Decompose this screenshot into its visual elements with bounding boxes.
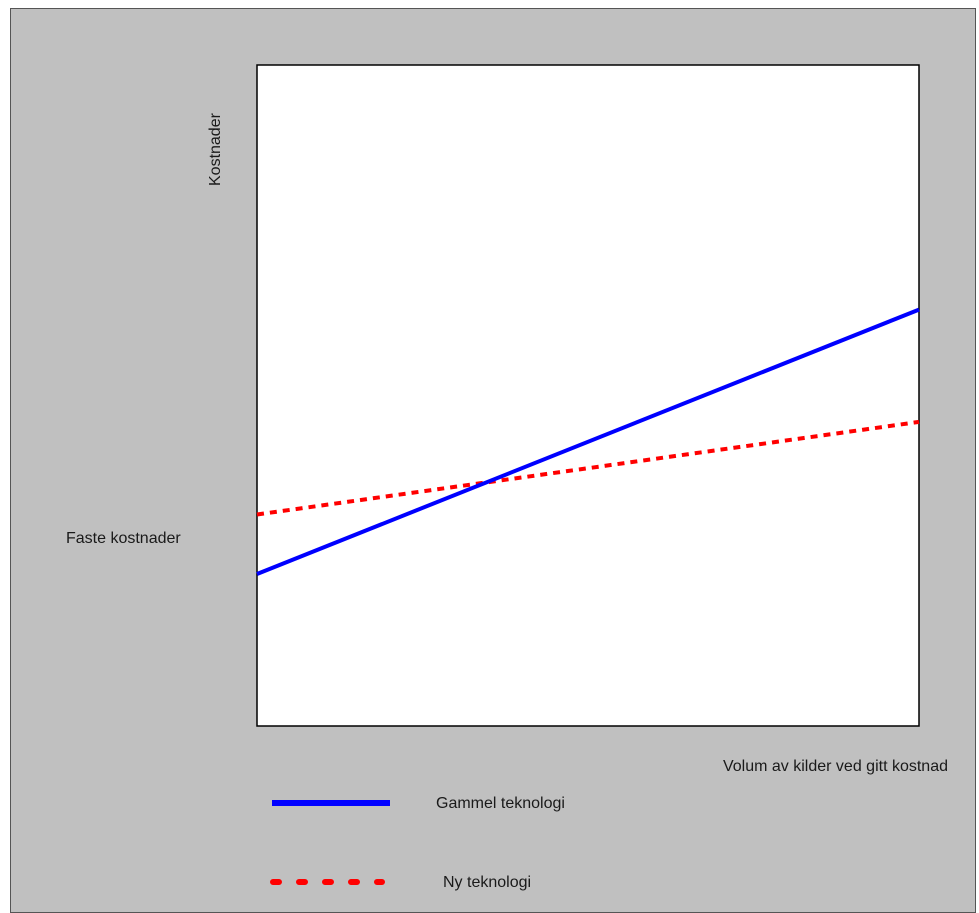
y-axis-label: Kostnader — [207, 112, 224, 186]
x-axis-label: Volum av kilder ved gitt kostnad — [723, 758, 948, 775]
series-layer — [256, 307, 920, 576]
legend: Gammel teknologi Ny teknologi — [270, 795, 565, 891]
series-line-0 — [256, 307, 920, 576]
legend-label-ny: Ny teknologi — [443, 874, 531, 891]
fixed-costs-annotation: Faste kostnader — [66, 530, 181, 547]
legend-label-gammel: Gammel teknologi — [436, 795, 565, 812]
plot-area — [256, 64, 920, 727]
